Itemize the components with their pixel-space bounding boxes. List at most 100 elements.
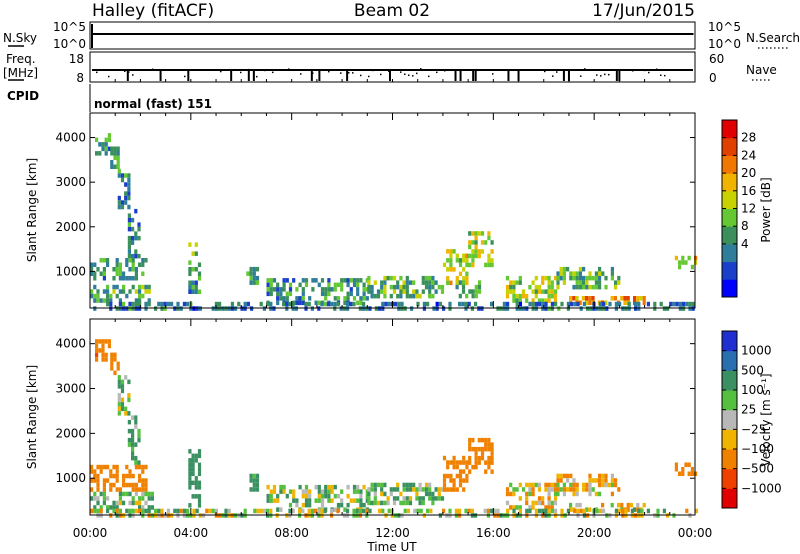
data-cell [117,397,121,403]
data-cell [518,275,522,281]
data-cell [90,496,94,501]
nsearch-point [563,33,565,35]
data-cell [455,284,459,290]
data-cell [416,301,420,307]
data-cell [633,296,637,301]
colorbar-tick-label: 28 [741,131,756,145]
data-cell [327,287,331,292]
data-cell [362,301,366,307]
data-cell [678,260,682,265]
data-cell [474,446,478,452]
data-cell [547,275,551,281]
nsearch-point [407,33,409,35]
data-cell [93,505,97,510]
nsearch-point [428,33,430,35]
data-cell [428,491,432,497]
data-cell [585,275,589,281]
data-cell [461,289,466,294]
nsearch-point [395,33,397,35]
data-cell [110,160,114,165]
data-cell [521,487,526,492]
freq-unit: [MHz] [3,66,38,80]
data-cell [392,284,397,290]
data-cell [538,301,542,307]
data-cell [307,508,311,514]
data-cell [128,301,132,307]
nsearch-point [326,33,328,35]
data-cell [367,275,371,281]
data-cell [304,306,308,311]
data-cell [553,500,558,506]
colorbar-segment [722,208,737,227]
data-cell [541,301,545,307]
data-cell [211,508,215,514]
data-cell [197,467,202,472]
nsearch-point [572,33,574,35]
nsky-panel [89,21,696,50]
data-cell [418,500,422,506]
data-cell [311,287,315,292]
data-cell [112,284,116,290]
data-cell [389,293,393,299]
data-cell [547,500,551,506]
data-cell [128,276,132,281]
data-cell [512,284,516,290]
data-cell [458,280,462,285]
data-cell [191,471,195,477]
nsearch-point [275,33,277,35]
data-cell [173,508,177,514]
data-cell [128,473,132,479]
data-cell [694,471,698,476]
data-cell [383,280,387,285]
data-cell [308,502,312,508]
data-cell [279,484,283,490]
data-cell [127,244,131,250]
data-cell [96,293,100,299]
data-cell [424,491,429,497]
data-cell [333,282,337,288]
nsearch-point [248,33,250,35]
data-cell [484,262,488,268]
data-cell [144,306,148,311]
data-cell [110,146,114,151]
nsearch-point [386,33,388,35]
data-cell [569,507,573,512]
nave-point [604,73,606,76]
nsearch-point [548,33,550,35]
data-cell [537,298,542,303]
data-cell [179,306,183,311]
data-cell [252,482,256,488]
data-cell [90,293,94,299]
data-cell [556,482,560,488]
nsearch-point [383,33,385,35]
data-cell [304,489,309,494]
data-cell [122,473,126,479]
data-cell [90,271,94,276]
data-cell [367,289,371,294]
data-cell [449,262,453,268]
data-cell [197,480,202,486]
data-cell [408,487,413,492]
data-cell [556,473,560,479]
data-cell [383,491,387,497]
data-cell [464,301,468,307]
data-cell [359,296,363,301]
data-cell [285,296,289,301]
nsearch-point [401,33,403,35]
data-cell [442,487,447,492]
colorbar-segment [722,243,737,263]
data-cell [474,235,478,241]
data-cell [541,496,545,501]
data-cell [282,287,286,292]
data-cell [505,289,510,294]
data-cell [588,271,592,276]
data-cell [317,493,321,499]
data-cell [110,164,114,169]
data-cell [127,186,131,192]
data-cell [556,491,560,497]
data-cell [471,258,475,263]
nsearch-point [410,33,412,35]
data-cell [131,487,135,492]
data-cell [588,507,592,512]
data-cell [340,498,344,503]
